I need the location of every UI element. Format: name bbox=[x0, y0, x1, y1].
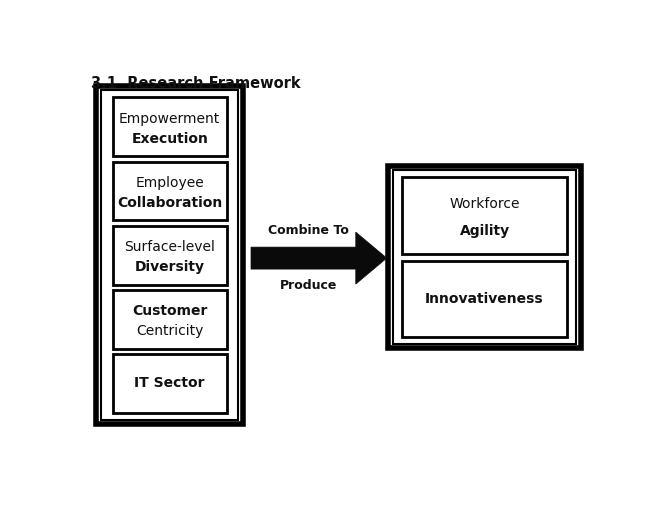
Text: Employee: Employee bbox=[135, 176, 204, 190]
Bar bbox=[402, 261, 567, 337]
Bar bbox=[96, 86, 243, 424]
Text: Agility: Agility bbox=[460, 224, 509, 238]
Bar bbox=[101, 90, 238, 420]
Text: Diversity: Diversity bbox=[135, 260, 204, 274]
Text: Empowerment: Empowerment bbox=[119, 112, 220, 126]
Bar bbox=[113, 290, 226, 349]
Text: IT Sector: IT Sector bbox=[135, 376, 205, 390]
Bar bbox=[113, 354, 226, 413]
Text: Workforce: Workforce bbox=[450, 197, 519, 211]
Polygon shape bbox=[251, 232, 387, 284]
Bar bbox=[113, 98, 226, 156]
Text: Centricity: Centricity bbox=[136, 324, 203, 338]
Bar bbox=[388, 166, 581, 348]
Text: Produce: Produce bbox=[280, 279, 337, 292]
Bar bbox=[402, 177, 567, 253]
Text: 3.1  Research Framework: 3.1 Research Framework bbox=[91, 76, 300, 91]
Bar bbox=[113, 161, 226, 221]
Text: Surface-level: Surface-level bbox=[125, 240, 215, 254]
Bar bbox=[113, 226, 226, 284]
Text: Execution: Execution bbox=[131, 132, 208, 146]
Text: Collaboration: Collaboration bbox=[117, 196, 222, 210]
Text: Customer: Customer bbox=[132, 304, 207, 318]
Text: Innovativeness: Innovativeness bbox=[426, 292, 544, 306]
Text: Combine To: Combine To bbox=[268, 224, 349, 237]
Bar bbox=[393, 170, 576, 344]
